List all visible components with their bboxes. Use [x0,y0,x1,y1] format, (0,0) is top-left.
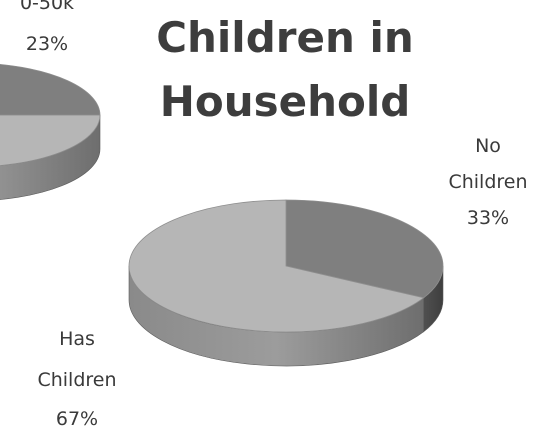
slice-income-other [0,114,101,166]
pie-label-no-children-line2: Children [448,171,527,193]
slice-has-children [128,199,425,333]
pie-label-no-children-pct: 33% [467,207,509,229]
pie-label-income-name: 0-50k [20,0,74,14]
slice-income-0-50k [0,64,101,116]
chart-title-line-2: Household [160,77,411,126]
children-pie-chart [128,199,444,367]
pie-label-has-children-line2: Children [37,369,116,391]
pie-label-income-pct: 23% [26,33,68,55]
slice-no-children [285,199,444,299]
income-pie-chart [0,64,101,200]
pie-label-no-children-line1: No [475,135,501,157]
chart-title-line-1: Children in [156,13,414,62]
pie-label-has-children-pct: 67% [56,408,98,430]
pie-label-has-children-line1: Has [59,328,95,350]
